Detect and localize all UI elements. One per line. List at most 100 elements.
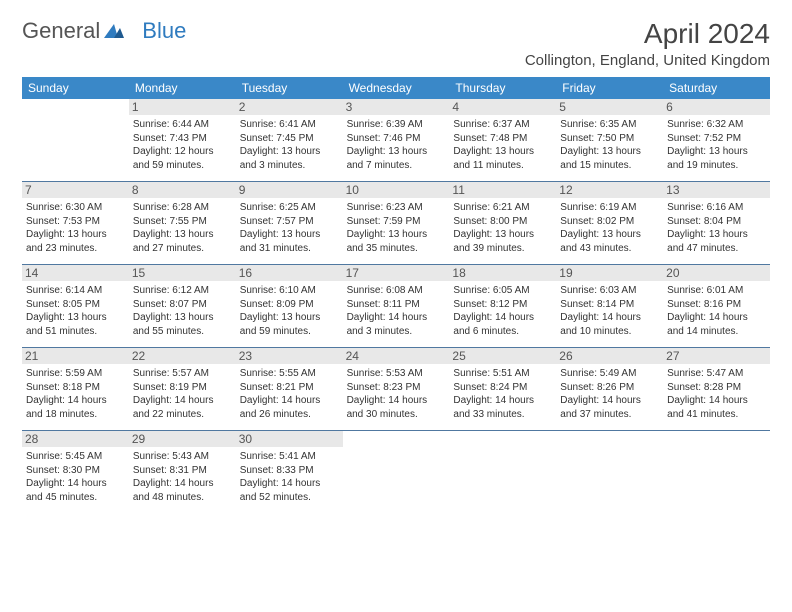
day-number: 24 bbox=[343, 348, 450, 364]
day-number: 9 bbox=[236, 182, 343, 198]
day-detail: Sunrise: 6:14 AM bbox=[26, 284, 125, 298]
day-detail: Sunrise: 5:51 AM bbox=[453, 367, 552, 381]
week-row: 7Sunrise: 6:30 AMSunset: 7:53 PMDaylight… bbox=[22, 182, 770, 265]
day-detail: Daylight: 13 hours bbox=[26, 311, 125, 325]
day-detail: Sunrise: 6:10 AM bbox=[240, 284, 339, 298]
day-cell bbox=[343, 431, 450, 513]
day-number: 15 bbox=[129, 265, 236, 281]
day-detail: Daylight: 13 hours bbox=[667, 145, 766, 159]
day-detail: Sunset: 7:50 PM bbox=[560, 132, 659, 146]
day-detail: Daylight: 13 hours bbox=[240, 311, 339, 325]
day-detail: Sunset: 8:12 PM bbox=[453, 298, 552, 312]
week-row: 14Sunrise: 6:14 AMSunset: 8:05 PMDayligh… bbox=[22, 265, 770, 348]
day-detail: Sunset: 8:21 PM bbox=[240, 381, 339, 395]
day-detail: Sunset: 8:00 PM bbox=[453, 215, 552, 229]
day-detail: Sunset: 7:59 PM bbox=[347, 215, 446, 229]
day-detail: Sunrise: 6:05 AM bbox=[453, 284, 552, 298]
day-number: 7 bbox=[22, 182, 129, 198]
day-detail: and 55 minutes. bbox=[133, 325, 232, 339]
day-detail: and 26 minutes. bbox=[240, 408, 339, 422]
day-detail: Daylight: 14 hours bbox=[240, 477, 339, 491]
day-detail: Sunset: 8:24 PM bbox=[453, 381, 552, 395]
title-block: April 2024 Collington, England, United K… bbox=[525, 18, 770, 69]
day-detail: Sunset: 8:09 PM bbox=[240, 298, 339, 312]
day-number: 19 bbox=[556, 265, 663, 281]
day-detail: Sunrise: 5:53 AM bbox=[347, 367, 446, 381]
day-detail: Sunset: 7:57 PM bbox=[240, 215, 339, 229]
day-cell: 14Sunrise: 6:14 AMSunset: 8:05 PMDayligh… bbox=[22, 265, 129, 347]
day-number: 1 bbox=[129, 99, 236, 115]
day-detail: Daylight: 13 hours bbox=[133, 311, 232, 325]
day-detail: Daylight: 14 hours bbox=[26, 477, 125, 491]
day-number: 8 bbox=[129, 182, 236, 198]
day-detail: Sunset: 8:23 PM bbox=[347, 381, 446, 395]
day-cell bbox=[663, 431, 770, 513]
day-detail: Sunrise: 6:37 AM bbox=[453, 118, 552, 132]
day-detail: Sunrise: 6:21 AM bbox=[453, 201, 552, 215]
day-detail: and 52 minutes. bbox=[240, 491, 339, 505]
day-detail: and 45 minutes. bbox=[26, 491, 125, 505]
day-detail: Sunrise: 5:55 AM bbox=[240, 367, 339, 381]
day-cell: 7Sunrise: 6:30 AMSunset: 7:53 PMDaylight… bbox=[22, 182, 129, 264]
day-detail: Sunset: 7:45 PM bbox=[240, 132, 339, 146]
day-number: 20 bbox=[663, 265, 770, 281]
day-detail: Daylight: 13 hours bbox=[240, 228, 339, 242]
day-number: 22 bbox=[129, 348, 236, 364]
week-row: 28Sunrise: 5:45 AMSunset: 8:30 PMDayligh… bbox=[22, 431, 770, 513]
day-detail: and 39 minutes. bbox=[453, 242, 552, 256]
day-cell: 30Sunrise: 5:41 AMSunset: 8:33 PMDayligh… bbox=[236, 431, 343, 513]
day-detail: Sunrise: 6:30 AM bbox=[26, 201, 125, 215]
day-detail: Sunset: 8:11 PM bbox=[347, 298, 446, 312]
day-cell: 29Sunrise: 5:43 AMSunset: 8:31 PMDayligh… bbox=[129, 431, 236, 513]
day-detail: Sunset: 7:52 PM bbox=[667, 132, 766, 146]
dow-tuesday: Tuesday bbox=[236, 77, 343, 99]
day-detail: Sunrise: 6:08 AM bbox=[347, 284, 446, 298]
day-cell: 17Sunrise: 6:08 AMSunset: 8:11 PMDayligh… bbox=[343, 265, 450, 347]
day-detail: Daylight: 13 hours bbox=[347, 228, 446, 242]
day-detail: Sunset: 7:48 PM bbox=[453, 132, 552, 146]
day-detail: and 30 minutes. bbox=[347, 408, 446, 422]
day-detail: and 48 minutes. bbox=[133, 491, 232, 505]
day-detail: Sunset: 8:02 PM bbox=[560, 215, 659, 229]
dow-friday: Friday bbox=[556, 77, 663, 99]
day-detail: Sunrise: 6:39 AM bbox=[347, 118, 446, 132]
week-row: 21Sunrise: 5:59 AMSunset: 8:18 PMDayligh… bbox=[22, 348, 770, 431]
day-detail: Sunset: 7:55 PM bbox=[133, 215, 232, 229]
day-number: 17 bbox=[343, 265, 450, 281]
day-detail: Sunrise: 5:49 AM bbox=[560, 367, 659, 381]
day-detail: and 37 minutes. bbox=[560, 408, 659, 422]
day-detail: and 3 minutes. bbox=[347, 325, 446, 339]
day-detail: and 11 minutes. bbox=[453, 159, 552, 173]
header: General Blue April 2024 Collington, Engl… bbox=[22, 18, 770, 69]
day-detail: Sunset: 8:14 PM bbox=[560, 298, 659, 312]
day-cell: 11Sunrise: 6:21 AMSunset: 8:00 PMDayligh… bbox=[449, 182, 556, 264]
day-number: 26 bbox=[556, 348, 663, 364]
dow-header: Sunday Monday Tuesday Wednesday Thursday… bbox=[22, 77, 770, 99]
day-detail: Daylight: 13 hours bbox=[453, 145, 552, 159]
day-detail: and 6 minutes. bbox=[453, 325, 552, 339]
day-detail: Daylight: 13 hours bbox=[347, 145, 446, 159]
day-cell bbox=[556, 431, 663, 513]
day-detail: Daylight: 13 hours bbox=[560, 228, 659, 242]
day-number: 25 bbox=[449, 348, 556, 364]
day-detail: Sunrise: 6:44 AM bbox=[133, 118, 232, 132]
day-detail: and 19 minutes. bbox=[667, 159, 766, 173]
dow-monday: Monday bbox=[129, 77, 236, 99]
day-cell: 10Sunrise: 6:23 AMSunset: 7:59 PMDayligh… bbox=[343, 182, 450, 264]
day-detail: Sunrise: 6:32 AM bbox=[667, 118, 766, 132]
calendar: Sunday Monday Tuesday Wednesday Thursday… bbox=[22, 77, 770, 513]
day-number: 2 bbox=[236, 99, 343, 115]
day-number: 29 bbox=[129, 431, 236, 447]
day-detail: Sunrise: 5:47 AM bbox=[667, 367, 766, 381]
day-detail: Sunset: 7:43 PM bbox=[133, 132, 232, 146]
day-detail: Sunset: 8:26 PM bbox=[560, 381, 659, 395]
day-cell: 22Sunrise: 5:57 AMSunset: 8:19 PMDayligh… bbox=[129, 348, 236, 430]
day-detail: and 51 minutes. bbox=[26, 325, 125, 339]
dow-wednesday: Wednesday bbox=[343, 77, 450, 99]
day-cell: 25Sunrise: 5:51 AMSunset: 8:24 PMDayligh… bbox=[449, 348, 556, 430]
day-number: 4 bbox=[449, 99, 556, 115]
day-cell: 1Sunrise: 6:44 AMSunset: 7:43 PMDaylight… bbox=[129, 99, 236, 181]
day-detail: and 59 minutes. bbox=[240, 325, 339, 339]
day-detail: Sunset: 7:46 PM bbox=[347, 132, 446, 146]
day-cell: 15Sunrise: 6:12 AMSunset: 8:07 PMDayligh… bbox=[129, 265, 236, 347]
